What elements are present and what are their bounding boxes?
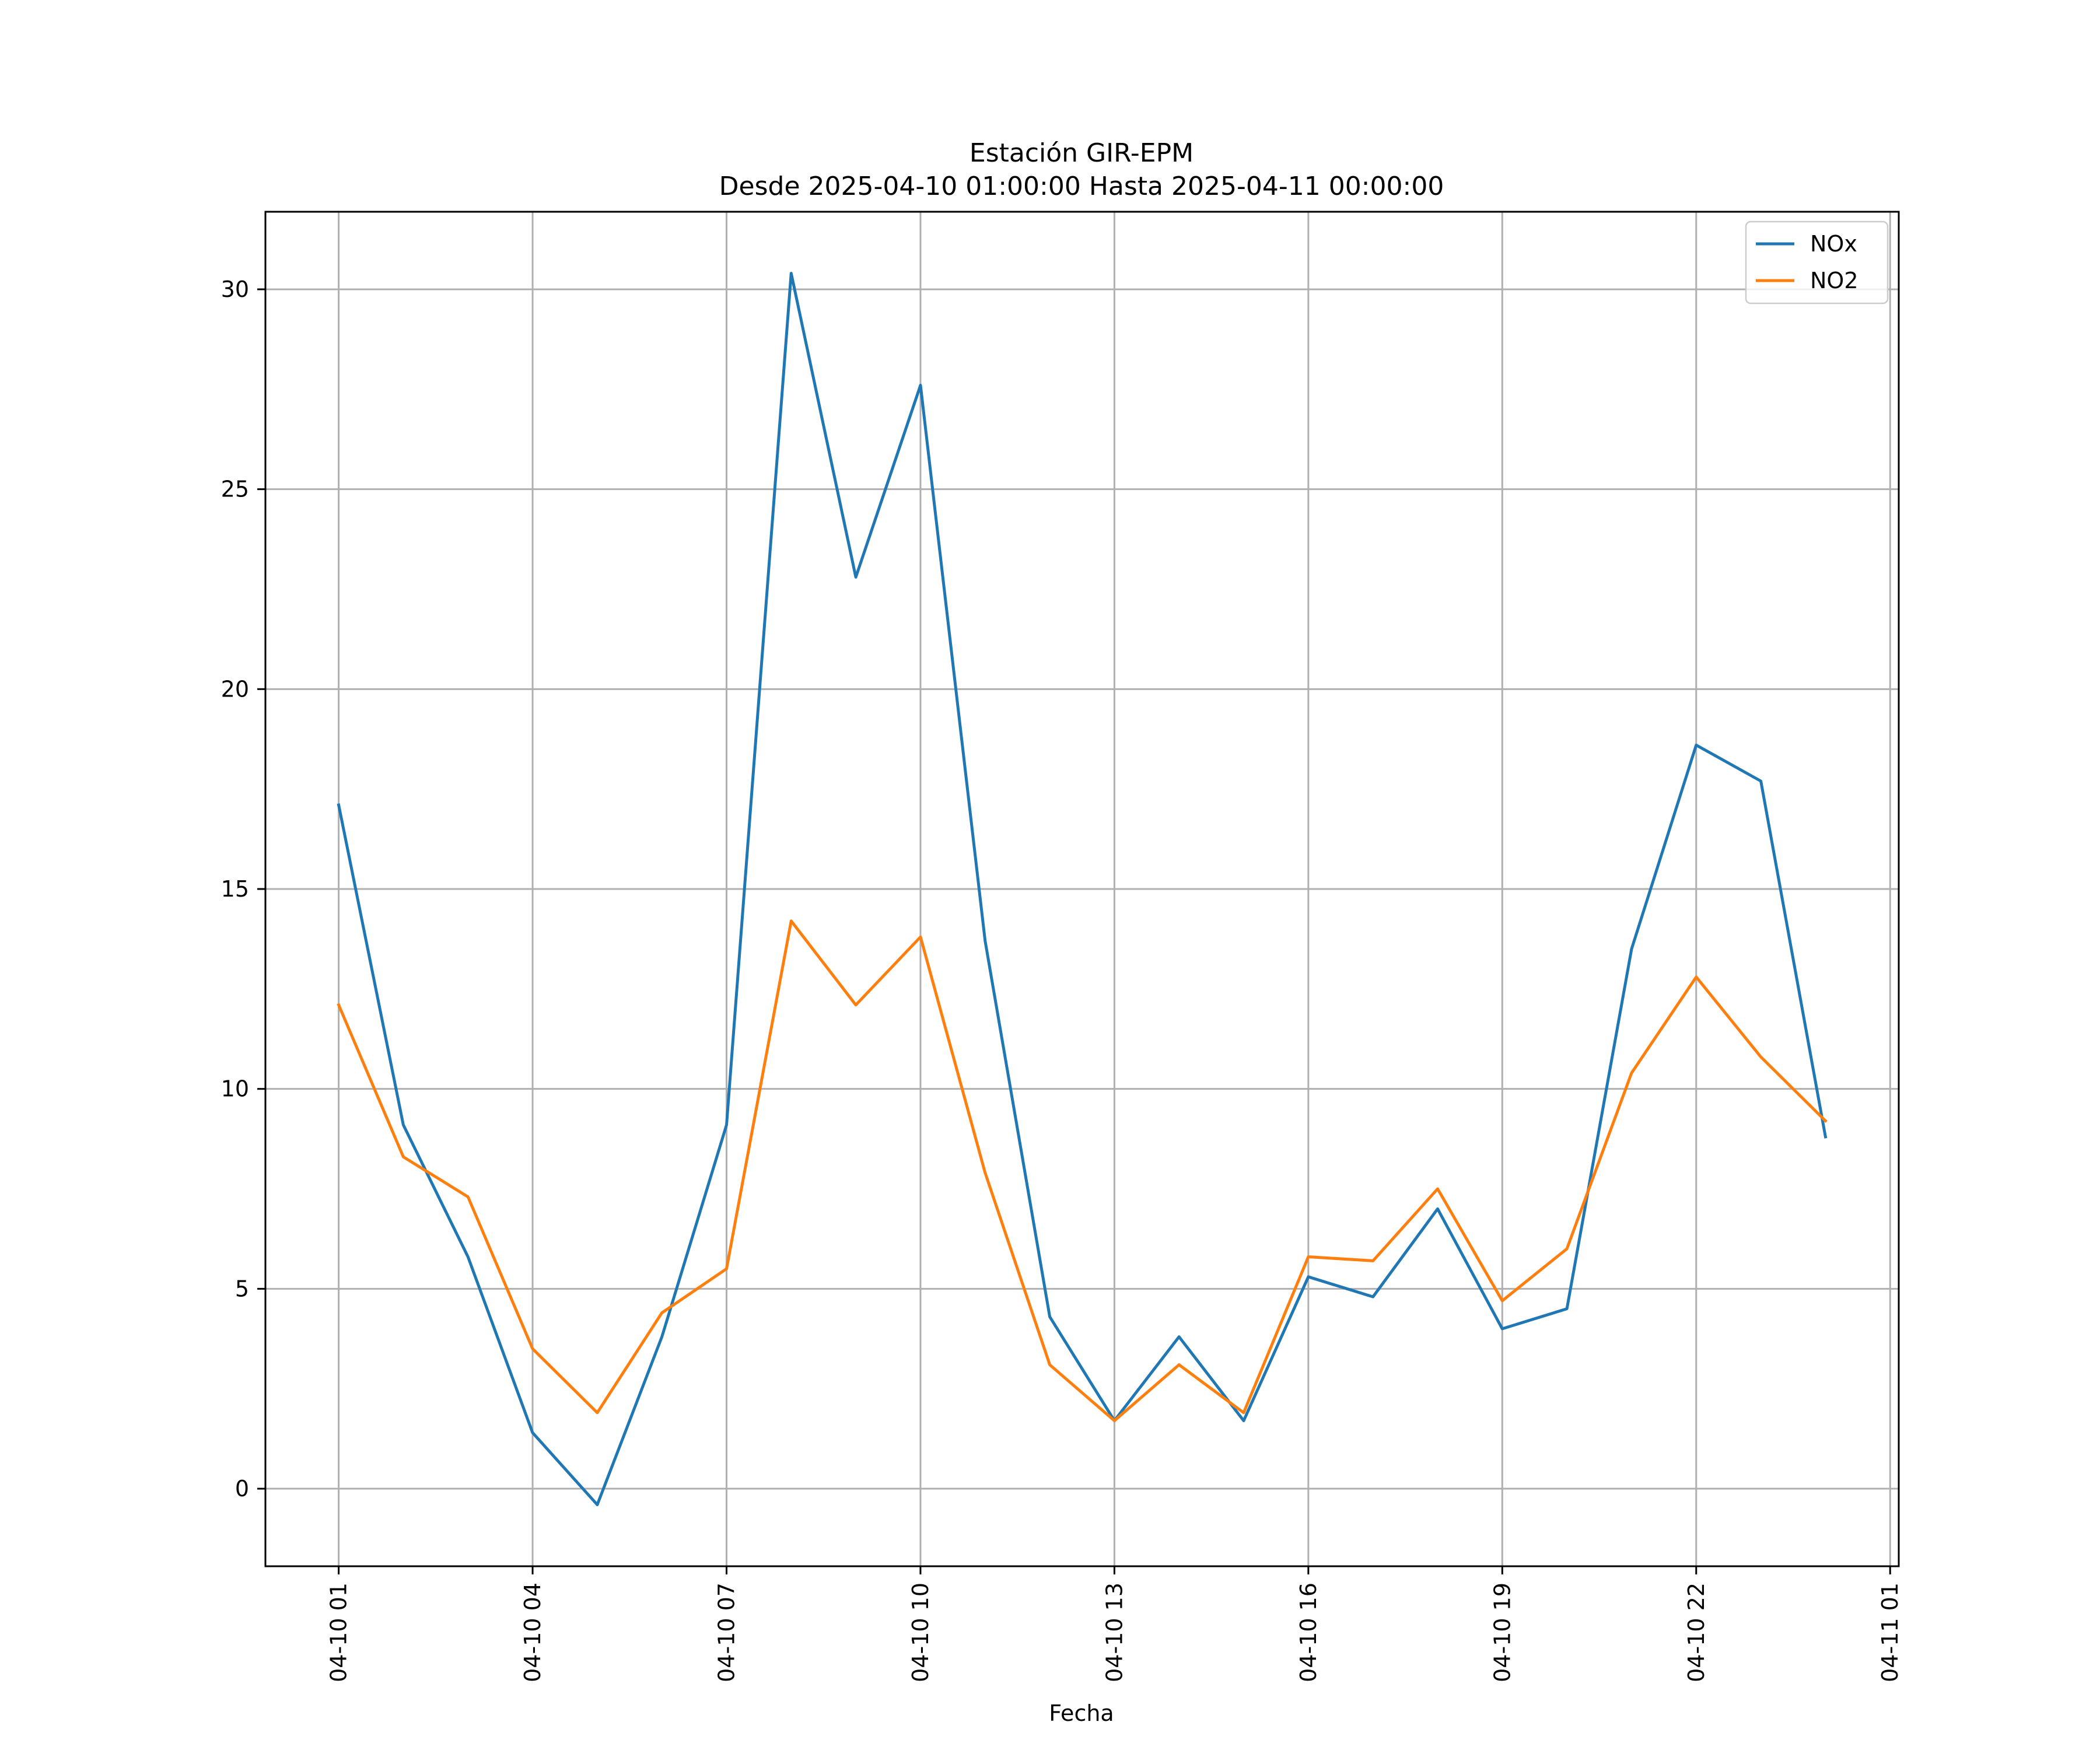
y-tick-label: 10	[221, 1076, 249, 1102]
x-tick-label: 04-10 04	[520, 1583, 545, 1682]
legend-label-no2: NO2	[1810, 268, 1859, 293]
chart-title: Estación GIR-EPM	[970, 138, 1194, 168]
y-tick-label: 0	[235, 1476, 249, 1502]
x-tick-label: 04-10 01	[326, 1583, 352, 1682]
legend: NOx NO2	[1745, 220, 1889, 304]
legend-frame	[1745, 220, 1889, 304]
y-tick-label: 15	[221, 876, 249, 902]
series-line-no2	[337, 919, 1828, 1422]
x-tick-label: 04-10 13	[1101, 1583, 1127, 1682]
x-tick-label: 04-10 19	[1489, 1583, 1515, 1682]
x-tick-label: 04-10 22	[1684, 1583, 1709, 1682]
x-tick-label: 04-11 01	[1877, 1583, 1903, 1682]
x-tick-label: 04-10 10	[908, 1583, 933, 1682]
legend-label-nox: NOx	[1810, 231, 1857, 257]
grid	[265, 212, 1899, 1566]
x-axis-label: Fecha	[1049, 1700, 1114, 1726]
x-tick-label: 04-10 16	[1296, 1583, 1321, 1682]
y-tick-label: 5	[235, 1276, 249, 1301]
y-tick-label: 20	[221, 676, 249, 702]
chart-subtitle: Desde 2025-04-10 01:00:00 Hasta 2025-04-…	[719, 172, 1444, 201]
x-tick-label: 04-10 07	[714, 1583, 740, 1682]
y-tick-label: 25	[221, 477, 249, 502]
ticks: 04-10 01 04-10 04 04-10 07 04-10 10 04-10 13…	[221, 276, 1903, 1682]
series-lines	[337, 272, 1828, 1506]
y-tick-label: 30	[221, 276, 249, 302]
series-line-nox	[337, 272, 1828, 1506]
